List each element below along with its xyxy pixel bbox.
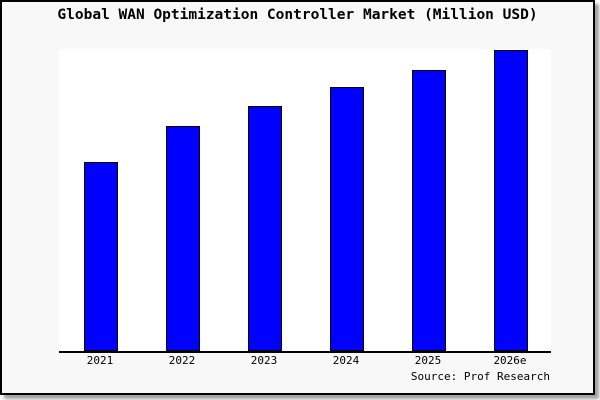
- x-axis-labels: 2021 2022 2023 2024 2025 2026e: [59, 354, 551, 368]
- chart-title: Global WAN Optimization Controller Marke…: [57, 7, 538, 23]
- source-credit: Source: Prof Research: [410, 370, 550, 383]
- chart-frame: Global WAN Optimization Controller Marke…: [0, 0, 595, 395]
- x-tick-label-2024: 2024: [332, 354, 360, 367]
- plot-area: [59, 49, 551, 353]
- bar-2025: [412, 69, 446, 351]
- x-tick-label-2026e: 2026e: [493, 354, 527, 367]
- x-tick-label-2023: 2023: [250, 354, 278, 367]
- bar-2026e: [494, 50, 528, 351]
- bar-2023: [248, 106, 282, 351]
- x-tick-label-2025: 2025: [414, 354, 442, 367]
- x-tick-label-2022: 2022: [168, 354, 196, 367]
- bar-2022: [166, 125, 200, 351]
- bar-2024: [330, 87, 364, 351]
- x-tick-label-2021: 2021: [86, 354, 114, 367]
- bar-2021: [84, 162, 118, 351]
